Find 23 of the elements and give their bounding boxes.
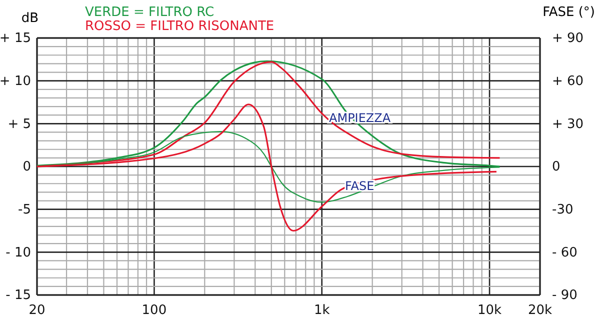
- y2-tick-label: + 60: [552, 74, 584, 89]
- y-axis-title: dB: [21, 11, 39, 26]
- y2-tick-label: - 90: [552, 288, 578, 304]
- y2-tick-label: + 30: [552, 116, 584, 132]
- x-tick-label: 20: [28, 303, 46, 318]
- y-tick-label: - 10: [6, 245, 31, 260]
- x-tick-label: 20k: [528, 303, 553, 318]
- chart-subtitle: ROSSO = FILTRO RISONANTE: [85, 19, 274, 34]
- x-tick-label: 100: [142, 303, 167, 318]
- y2-tick-label: -30: [552, 202, 574, 218]
- y2-tick-label: 0: [552, 160, 560, 175]
- y-tick-label: + 5: [8, 116, 31, 132]
- y2-tick-label: - 60: [552, 245, 578, 260]
- x-tick-label: 1k: [314, 303, 330, 318]
- y-tick-label: 0: [22, 160, 31, 175]
- y-tick-label: - 15: [6, 288, 31, 304]
- y-tick-label: + 15: [0, 31, 31, 46]
- y-tick-label: + 10: [0, 74, 31, 89]
- y2-tick-label: + 90: [552, 31, 584, 46]
- y-tick-label: -5: [18, 202, 31, 218]
- y2-axis-title: FASE (°): [542, 5, 595, 20]
- x-tick-label: 10k: [477, 303, 502, 318]
- chart-title: VERDE = FILTRO RC: [85, 5, 214, 20]
